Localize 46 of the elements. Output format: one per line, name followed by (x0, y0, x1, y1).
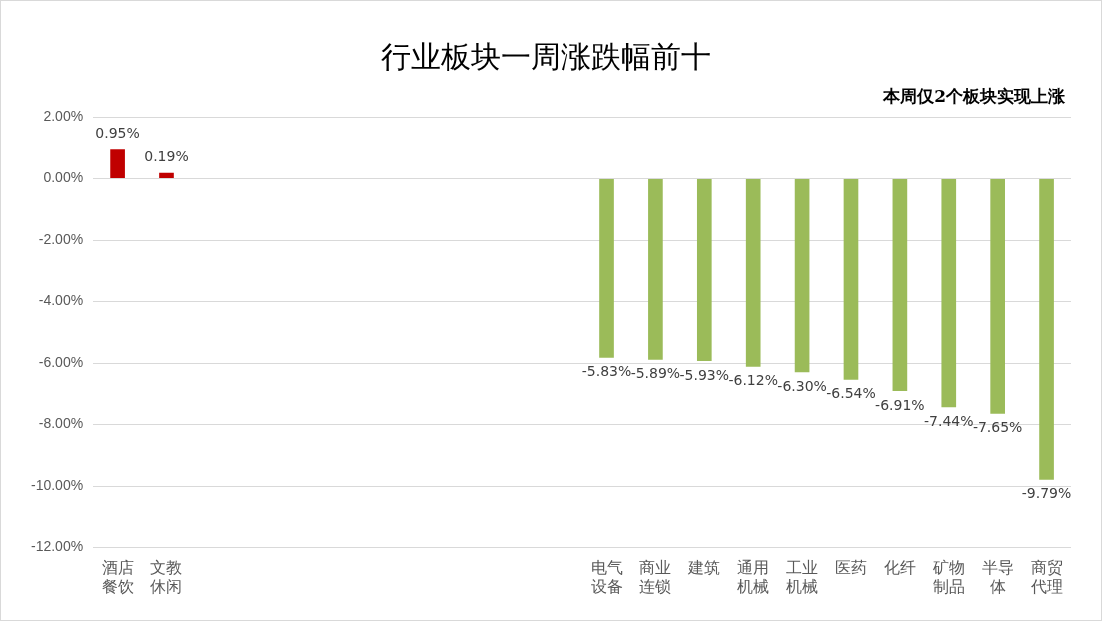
y-tick-label: -4.00% (38, 292, 84, 309)
y-tick-label: -10.00% (30, 476, 84, 493)
bar (648, 179, 663, 360)
y-tick-label: 0.00% (43, 169, 84, 186)
x-tick-label: 化纤 (883, 558, 916, 576)
text: 本周仅2个板块实现上涨 (883, 85, 1065, 108)
x-tick-label: 商贸代理 (1029, 558, 1063, 595)
bar (892, 179, 908, 392)
y-tick-label: -12.00% (30, 538, 84, 555)
x-tick-label: 酒店餐饮 (101, 558, 134, 595)
data-label: -7.44% (924, 412, 974, 429)
data-label: -9.79% (1021, 485, 1072, 502)
y-tick-label: 2.00% (43, 107, 84, 124)
data-label: -5.83% (581, 363, 632, 380)
x-tick-label: 通用机械 (737, 558, 770, 595)
bar (794, 179, 810, 373)
x-tick-label: 半导体 (981, 558, 1014, 595)
x-tick-label: 矿物制品 (931, 558, 965, 595)
y-tick-label: -6.00% (38, 353, 84, 370)
data-label: -7.65% (972, 419, 1023, 436)
bar (990, 179, 1005, 414)
data-label: -5.93% (679, 366, 730, 383)
bar (941, 179, 957, 408)
data-label: -6.12% (728, 372, 778, 389)
x-tick-label: 电气设备 (590, 558, 623, 595)
data-label: -6.54% (826, 385, 876, 402)
data-label: 0.19% (144, 148, 189, 165)
y-tick-label: -8.00% (38, 415, 84, 432)
data-label: 0.95% (95, 124, 140, 141)
x-tick-label: 医药 (834, 558, 867, 576)
x-tick-label: 工业机械 (786, 558, 819, 595)
bar (159, 172, 174, 179)
bar (843, 179, 859, 380)
data-label: -6.91% (875, 396, 925, 413)
bar (696, 179, 712, 361)
bar (1039, 179, 1054, 480)
chart-title: 行业板块一周涨跌幅前十 (381, 38, 711, 74)
x-tick-label: 文教休闲 (150, 558, 183, 595)
data-label: -5.89% (630, 365, 681, 382)
data-label: -6.30% (777, 377, 827, 394)
y-tick-label: -2.00% (38, 230, 84, 247)
bar (110, 149, 125, 179)
bar (745, 179, 761, 367)
bar (599, 179, 614, 358)
x-tick-label: 建筑 (687, 558, 721, 576)
x-tick-label: 商业连锁 (639, 558, 672, 595)
